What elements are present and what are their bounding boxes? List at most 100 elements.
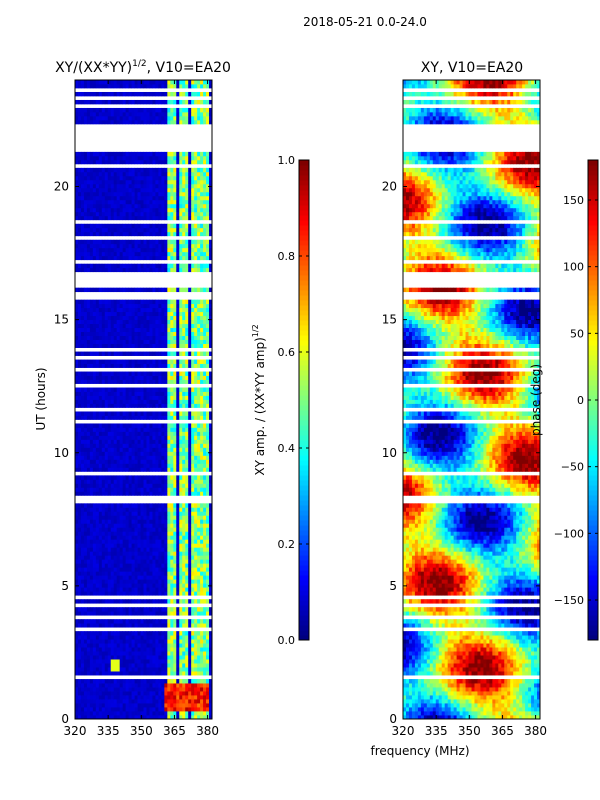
amp-cell (77, 611, 82, 616)
amp-cell (155, 487, 159, 492)
amp-cell (101, 191, 106, 197)
amp-cell (113, 303, 118, 309)
amp-cell (131, 551, 135, 556)
amp-cell (188, 339, 192, 344)
amp-cell (95, 591, 100, 596)
amp-cell (185, 487, 189, 492)
amp-cell (182, 351, 186, 356)
amp-cell (176, 515, 180, 520)
amp-cell (167, 243, 171, 249)
amp-cell (188, 351, 192, 356)
amp-cell (152, 619, 156, 624)
amp-cell (116, 527, 121, 532)
amp-cell (128, 539, 132, 544)
amp-cell (131, 299, 135, 305)
amp-cell (194, 395, 198, 400)
amp-cell (203, 547, 207, 552)
amp-cell (152, 683, 156, 688)
amp-cell (161, 559, 165, 564)
amp-cell (206, 359, 210, 364)
amp-cell (164, 579, 168, 584)
amp-cell (182, 387, 186, 392)
amp-cell (137, 687, 141, 692)
amp-cell (209, 399, 213, 404)
amp-cell (170, 339, 174, 344)
amp-cell (152, 343, 156, 348)
amp-cell (200, 631, 204, 636)
amp-cell (98, 671, 103, 676)
amp-cell (75, 567, 79, 572)
amp-cell (191, 335, 195, 340)
amp-cell (158, 459, 162, 464)
amp-cell (161, 623, 165, 628)
amp-cell (188, 391, 192, 396)
amp-cell (92, 691, 97, 696)
amp-cell (188, 691, 192, 696)
amp-cell (137, 483, 141, 488)
amp-cell (128, 427, 132, 432)
amp-cell (161, 211, 165, 217)
amp-cell (140, 539, 144, 544)
amp-cell (191, 591, 195, 596)
amp-cell (80, 459, 85, 464)
amp-cell (77, 211, 82, 217)
amp-cell (113, 351, 118, 356)
amp-cell (188, 227, 192, 233)
amp-cell (75, 607, 79, 612)
amp-cell (107, 251, 112, 257)
amp-cell (200, 315, 204, 321)
amp-cell (203, 631, 207, 636)
amp-cell (200, 427, 204, 432)
amp-cell (164, 707, 168, 712)
amp-cell (167, 299, 171, 305)
amp-cell (179, 507, 183, 512)
amp-cell (110, 203, 115, 209)
amp-cell (197, 527, 201, 532)
amp-cell (203, 207, 207, 213)
amp-cell (179, 335, 183, 340)
amp-cell (80, 639, 85, 644)
amp-cell (119, 531, 124, 536)
amp-cell (101, 475, 106, 480)
amp-cell (197, 683, 201, 688)
amp-cell (107, 671, 112, 676)
amp-cell (125, 687, 130, 692)
amp-cell (179, 531, 183, 536)
amp-cell (170, 227, 174, 233)
amp-cell (200, 691, 204, 696)
amp-cell (188, 707, 192, 712)
amp-cell (137, 467, 141, 472)
amp-cell (116, 467, 121, 472)
amp-cell (161, 255, 165, 261)
amp-cell (119, 535, 124, 540)
amp-cell (122, 487, 127, 492)
amp-cell (176, 363, 180, 368)
amp-cell (116, 311, 121, 317)
amp-cell (203, 223, 207, 229)
amp-cell (173, 695, 177, 700)
amp-cell (152, 263, 156, 269)
amp-cell (89, 211, 94, 217)
amp-cell (110, 695, 115, 700)
amp-cell (152, 575, 156, 580)
amp-cell (113, 223, 118, 229)
amp-cell (146, 711, 150, 716)
amp-cell (152, 635, 156, 640)
amp-cell (101, 535, 106, 540)
amp-cell (110, 375, 115, 380)
amp-cell (200, 663, 204, 668)
amp-cell (140, 391, 144, 396)
amp-cell (92, 515, 97, 520)
amp-cell (92, 539, 97, 544)
amp-cell (98, 375, 103, 380)
amp-cell (161, 463, 165, 468)
amp-cell (89, 503, 94, 508)
amp-cell (185, 639, 189, 644)
amp-cell (86, 631, 91, 636)
amp-cell (170, 375, 174, 380)
amp-cell (89, 623, 94, 628)
amp-cell (209, 699, 213, 704)
amp-cell (95, 195, 100, 201)
amp-cell (104, 491, 109, 496)
amp-cell (107, 715, 112, 720)
